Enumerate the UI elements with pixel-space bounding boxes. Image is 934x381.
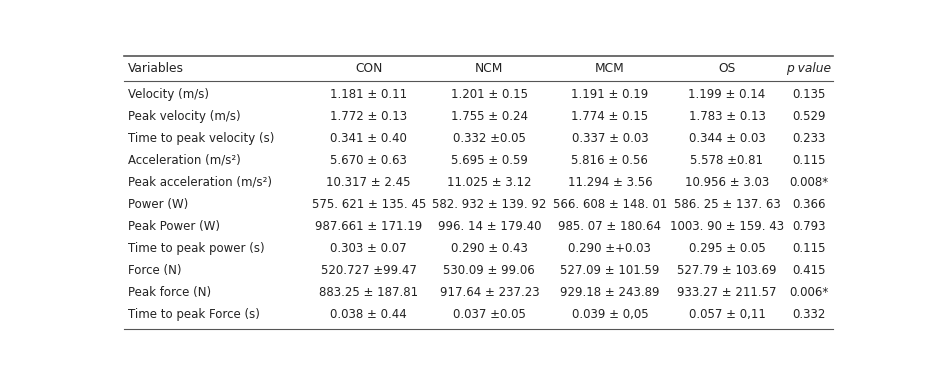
Text: 996. 14 ± 179.40: 996. 14 ± 179.40	[437, 220, 541, 233]
Text: Force (N): Force (N)	[128, 264, 181, 277]
Text: 5.670 ± 0.63: 5.670 ± 0.63	[331, 154, 407, 167]
Text: NCM: NCM	[475, 62, 503, 75]
Text: Peak force (N): Peak force (N)	[128, 286, 211, 299]
Text: 0.115: 0.115	[792, 242, 826, 255]
Text: 929.18 ± 243.89: 929.18 ± 243.89	[560, 286, 659, 299]
Text: 0.038 ± 0.44: 0.038 ± 0.44	[331, 308, 407, 321]
Text: 1003. 90 ± 159. 43: 1003. 90 ± 159. 43	[670, 220, 784, 233]
Text: 5.695 ± 0.59: 5.695 ± 0.59	[451, 154, 528, 167]
Text: 933.27 ± 211.57: 933.27 ± 211.57	[677, 286, 777, 299]
Text: Time to peak Force (s): Time to peak Force (s)	[128, 308, 260, 321]
Text: 1.201 ± 0.15: 1.201 ± 0.15	[451, 88, 528, 101]
Text: 1.772 ± 0.13: 1.772 ± 0.13	[330, 110, 407, 123]
Text: Time to peak power (s): Time to peak power (s)	[128, 242, 264, 255]
Text: 11.294 ± 3.56: 11.294 ± 3.56	[568, 176, 652, 189]
Text: 0.332 ±0.05: 0.332 ±0.05	[453, 132, 526, 145]
Text: 0.295 ± 0.05: 0.295 ± 0.05	[688, 242, 765, 255]
Text: Peak Power (W): Peak Power (W)	[128, 220, 219, 233]
Text: Acceleration (m/s²): Acceleration (m/s²)	[128, 154, 240, 167]
Text: 1.199 ± 0.14: 1.199 ± 0.14	[688, 88, 766, 101]
Text: 883.25 ± 187.81: 883.25 ± 187.81	[319, 286, 418, 299]
Text: 0.037 ±0.05: 0.037 ±0.05	[453, 308, 526, 321]
Text: Velocity (m/s): Velocity (m/s)	[128, 88, 208, 101]
Text: 0.008*: 0.008*	[789, 176, 828, 189]
Text: Time to peak velocity (s): Time to peak velocity (s)	[128, 132, 274, 145]
Text: 566. 608 ± 148. 01: 566. 608 ± 148. 01	[553, 198, 667, 211]
Text: 582. 932 ± 139. 92: 582. 932 ± 139. 92	[432, 198, 546, 211]
Text: 0.341 ± 0.40: 0.341 ± 0.40	[331, 132, 407, 145]
Text: 0.290 ± 0.43: 0.290 ± 0.43	[451, 242, 528, 255]
Text: 575. 621 ± 135. 45: 575. 621 ± 135. 45	[312, 198, 426, 211]
Text: OS: OS	[718, 62, 736, 75]
Text: 1.755 ± 0.24: 1.755 ± 0.24	[451, 110, 528, 123]
Text: 0.135: 0.135	[792, 88, 826, 101]
Text: 0.332: 0.332	[792, 308, 826, 321]
Text: 0.233: 0.233	[792, 132, 826, 145]
Text: 1.191 ± 0.19: 1.191 ± 0.19	[572, 88, 648, 101]
Text: Power (W): Power (W)	[128, 198, 188, 211]
Text: Peak acceleration (m/s²): Peak acceleration (m/s²)	[128, 176, 272, 189]
Text: 0.057 ± 0,11: 0.057 ± 0,11	[688, 308, 765, 321]
Text: 586. 25 ± 137. 63: 586. 25 ± 137. 63	[673, 198, 780, 211]
Text: 917.64 ± 237.23: 917.64 ± 237.23	[440, 286, 539, 299]
Text: 0.793: 0.793	[792, 220, 826, 233]
Text: MCM: MCM	[595, 62, 625, 75]
Text: 0.529: 0.529	[792, 110, 826, 123]
Text: 1.774 ± 0.15: 1.774 ± 0.15	[572, 110, 648, 123]
Text: 0.303 ± 0.07: 0.303 ± 0.07	[331, 242, 407, 255]
Text: 11.025 ± 3.12: 11.025 ± 3.12	[447, 176, 531, 189]
Text: 987.661 ± 171.19: 987.661 ± 171.19	[315, 220, 422, 233]
Text: 10.956 ± 3.03: 10.956 ± 3.03	[685, 176, 769, 189]
Text: 527.09 ± 101.59: 527.09 ± 101.59	[560, 264, 659, 277]
Text: 0.006*: 0.006*	[789, 286, 828, 299]
Text: 0.039 ± 0,05: 0.039 ± 0,05	[572, 308, 648, 321]
Text: Variables: Variables	[128, 62, 184, 75]
Text: 530.09 ± 99.06: 530.09 ± 99.06	[444, 264, 535, 277]
Text: 1.783 ± 0.13: 1.783 ± 0.13	[688, 110, 765, 123]
Text: 10.317 ± 2.45: 10.317 ± 2.45	[327, 176, 411, 189]
Text: 520.727 ±99.47: 520.727 ±99.47	[320, 264, 417, 277]
Text: 0.290 ±+0.03: 0.290 ±+0.03	[569, 242, 651, 255]
Text: CON: CON	[355, 62, 382, 75]
Text: 985. 07 ± 180.64: 985. 07 ± 180.64	[559, 220, 661, 233]
Text: 0.415: 0.415	[792, 264, 826, 277]
Text: 1.181 ± 0.11: 1.181 ± 0.11	[330, 88, 407, 101]
Text: 0.115: 0.115	[792, 154, 826, 167]
Text: 5.816 ± 0.56: 5.816 ± 0.56	[572, 154, 648, 167]
Text: 0.337 ± 0.03: 0.337 ± 0.03	[572, 132, 648, 145]
Text: 0.344 ± 0.03: 0.344 ± 0.03	[688, 132, 765, 145]
Text: Peak velocity (m/s): Peak velocity (m/s)	[128, 110, 240, 123]
Text: 527.79 ± 103.69: 527.79 ± 103.69	[677, 264, 777, 277]
Text: 5.578 ±0.81: 5.578 ±0.81	[690, 154, 763, 167]
Text: p value: p value	[786, 62, 831, 75]
Text: 0.366: 0.366	[792, 198, 826, 211]
